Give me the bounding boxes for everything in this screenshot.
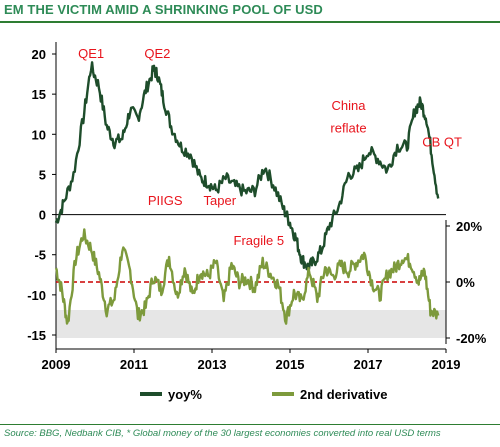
source-note: Source: BBG, Nedbank CIB, * Global money… [4,428,441,439]
chart-title: EM THE VICTIM AMID A SHRINKING POOL OF U… [4,2,323,17]
right-tick-label: -20% [456,331,487,346]
left-tick-label: 20 [32,47,46,62]
x-tick-label: 2013 [198,357,227,372]
left-tick-label: 15 [32,87,46,102]
legend-label: yoy% [168,387,202,402]
x-tick-label: 2017 [354,357,383,372]
series-line-2nd-derivative [54,228,440,325]
annotation-label: Taper [204,193,237,208]
left-tick-label: -5 [34,248,46,263]
series-line-yoy [54,61,440,271]
annotation-label: reflate [330,121,366,136]
left-tick-label: -10 [27,288,46,303]
annotation-label: PIIGS [148,193,183,208]
x-tick-label: 2015 [276,357,305,372]
annotation-label: China [332,98,367,113]
title-divider [0,21,500,23]
annotation-label: QE1 [78,46,104,61]
annotation-label: Fragile 5 [234,233,285,248]
left-tick-label: 0 [39,208,46,223]
x-tick-label: 2011 [120,357,148,372]
left-tick-label: -15 [27,328,46,343]
legend-label: 2nd derivative [300,387,387,402]
shaded-band [56,310,446,338]
right-tick-label: 20% [456,219,482,234]
right-tick-label: 0% [456,275,475,290]
annotation-label: CB QT [422,134,462,149]
annotation-label: QE2 [144,46,170,61]
x-tick-label: 2019 [432,357,461,372]
x-tick-label: 2009 [42,357,71,372]
left-tick-label: 5 [39,167,46,182]
source-divider [0,424,500,425]
left-tick-label: 10 [32,127,46,142]
